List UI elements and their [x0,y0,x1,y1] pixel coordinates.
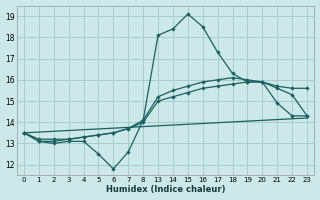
X-axis label: Humidex (Indice chaleur): Humidex (Indice chaleur) [106,185,225,194]
